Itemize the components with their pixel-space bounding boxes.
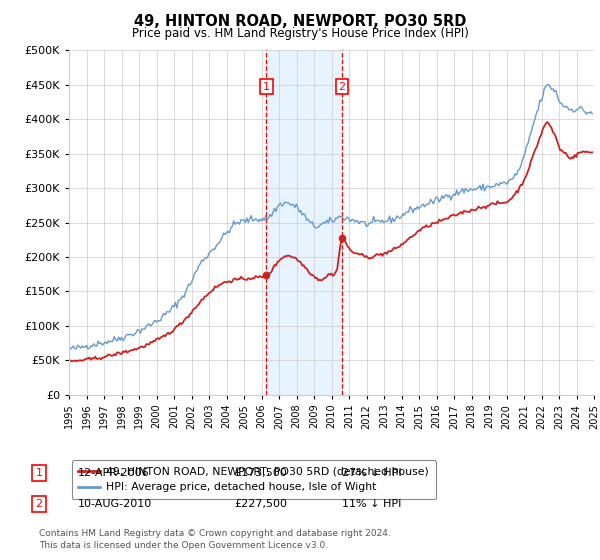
Text: 1: 1 bbox=[263, 82, 270, 92]
Text: Contains HM Land Registry data © Crown copyright and database right 2024.
This d: Contains HM Land Registry data © Crown c… bbox=[39, 529, 391, 550]
Text: 49, HINTON ROAD, NEWPORT, PO30 5RD: 49, HINTON ROAD, NEWPORT, PO30 5RD bbox=[134, 14, 466, 29]
Text: 12-APR-2006: 12-APR-2006 bbox=[78, 468, 149, 478]
Text: 2: 2 bbox=[35, 499, 43, 509]
Text: 2: 2 bbox=[338, 82, 346, 92]
Bar bbox=[266, 50, 342, 395]
Text: Price paid vs. HM Land Registry's House Price Index (HPI): Price paid vs. HM Land Registry's House … bbox=[131, 27, 469, 40]
Legend: 49, HINTON ROAD, NEWPORT, PO30 5RD (detached house), HPI: Average price, detache: 49, HINTON ROAD, NEWPORT, PO30 5RD (deta… bbox=[72, 460, 436, 499]
Text: 11% ↓ HPI: 11% ↓ HPI bbox=[342, 499, 401, 509]
Text: 10-AUG-2010: 10-AUG-2010 bbox=[78, 499, 152, 509]
Text: 27% ↓ HPI: 27% ↓ HPI bbox=[342, 468, 401, 478]
Text: £227,500: £227,500 bbox=[234, 499, 287, 509]
Text: 1: 1 bbox=[35, 468, 43, 478]
Text: £173,500: £173,500 bbox=[234, 468, 287, 478]
